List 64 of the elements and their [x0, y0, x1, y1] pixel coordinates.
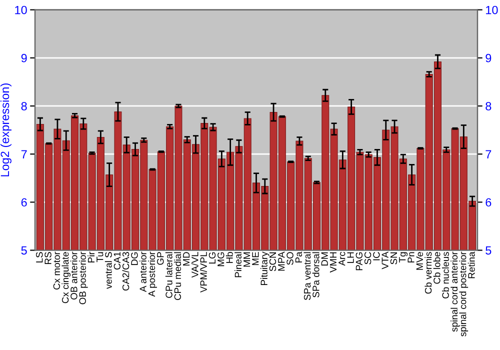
- x-tick-label: LH: [347, 252, 354, 263]
- x-tick-label: ventral S: [104, 252, 112, 289]
- x-tick-label: ME: [252, 252, 259, 266]
- x-tick-label: DM: [321, 252, 328, 266]
- x-tick-label: Arc: [338, 252, 346, 266]
- x-tick-label: Cb lobe: [433, 252, 440, 284]
- x-tick-label: A anterior: [139, 252, 146, 292]
- y-tick-label: 10: [15, 6, 27, 14]
- y2-tick-label: 10: [486, 6, 498, 14]
- x-tick-label: MVe: [416, 252, 423, 270]
- x-tick-label: Tu: [96, 252, 104, 262]
- x-tick-label: RS: [44, 252, 52, 264]
- x-tick-label: A posterior: [148, 252, 157, 297]
- x-tick-label: Cx motor: [53, 252, 60, 290]
- x-tick-label: Pir: [88, 252, 94, 262]
- x-tick-label: Pineal: [234, 252, 242, 278]
- x-tick-label: MPA: [278, 252, 285, 271]
- x-tick-label: Hb: [226, 252, 233, 263]
- x-tick-label: GP: [157, 252, 164, 265]
- x-tick-label: spinal cord posterior: [459, 252, 468, 336]
- x-tick-label: VTA: [382, 252, 388, 270]
- x-tick-label: MM: [244, 252, 250, 267]
- x-tick-label: CA2/CA3: [122, 252, 130, 291]
- x-tick-label: OB anterior: [70, 252, 78, 300]
- y-tick-label: 7: [21, 150, 27, 158]
- x-tick-label: CPu lateral: [165, 252, 172, 298]
- x-tick-label: SN: [390, 252, 398, 264]
- x-tick-label: SPa ventral: [304, 252, 311, 300]
- x-tick-label: SCN: [269, 252, 276, 272]
- y2-tick-label: 7: [486, 150, 492, 158]
- y-axis-title: Log2 (expression): [0, 84, 12, 176]
- x-tick-label: MG: [218, 252, 224, 266]
- y-tick-label: 9: [21, 54, 27, 62]
- x-tick-label: Cx cingulate: [62, 252, 71, 304]
- y-tick-label: 6: [21, 198, 27, 207]
- y2-tick-label: 8: [486, 102, 492, 110]
- x-tick-label: VPM/VPL: [200, 252, 207, 293]
- x-tick-label: Cb vermis: [424, 252, 432, 294]
- x-tick-label: MD: [183, 252, 190, 266]
- y2-tick-label: 6: [486, 198, 492, 207]
- x-tick-label: DG: [131, 252, 138, 266]
- x-tick-label: VMH: [330, 252, 336, 273]
- y-tick-label: 8: [21, 102, 27, 110]
- x-tick-label: Cb nucleus: [442, 252, 449, 298]
- y2-tick-label: 9: [486, 54, 492, 62]
- x-tick-label: Retina: [468, 252, 475, 278]
- x-tick-label: Pn: [408, 252, 414, 262]
- x-tick-label: Tg: [399, 252, 408, 262]
- x-tick-label: PAG: [356, 252, 362, 270]
- x-tick-label: LG: [208, 252, 216, 264]
- x-tick-label: spinal cord anterior: [450, 252, 460, 332]
- x-tick-label: SPa dorsal: [312, 252, 320, 298]
- x-tick-label: IC: [373, 252, 380, 260]
- y-tick-label: 5: [21, 246, 27, 255]
- x-tick-label: CA1: [114, 252, 121, 270]
- x-tick-label: LS: [36, 252, 43, 262]
- x-tick-label: OB posterior: [78, 252, 88, 304]
- x-tick-label: SO: [286, 252, 294, 265]
- x-tick-label: SC: [364, 252, 372, 264]
- x-tick-label: VA/VL: [191, 252, 198, 278]
- x-tick-label: CPu medial: [174, 252, 181, 300]
- y2-tick-label: 5: [486, 246, 492, 255]
- x-tick-label: Pa: [295, 252, 302, 262]
- x-tick-label: Pituitary: [260, 252, 270, 285]
